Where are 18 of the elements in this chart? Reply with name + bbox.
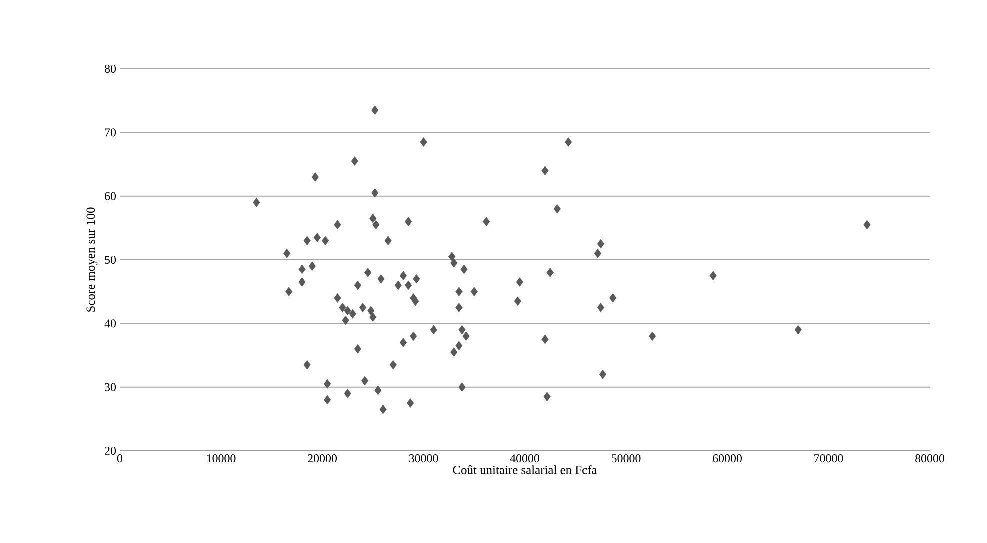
- y-tick-label: 60: [105, 192, 116, 200]
- x-tick-label: 20000: [308, 454, 337, 463]
- y-tick-label: 50: [105, 256, 116, 264]
- x-axis-title: Coût unitaire salarial en Fcfa: [453, 465, 598, 474]
- y-axis-title: Score moyen sur 100: [86, 208, 98, 312]
- x-tick-label: 10000: [207, 454, 236, 463]
- x-tick-label: 70000: [814, 454, 844, 463]
- y-tick-label: 40: [104, 320, 116, 328]
- x-tick-label: 30000: [409, 454, 438, 463]
- y-tick-label: 70: [105, 128, 116, 137]
- x-tick-label: 40000: [510, 454, 540, 463]
- x-tick-label: 80000: [916, 454, 944, 463]
- y-tick-label: 80: [104, 64, 116, 74]
- y-tick-label: 30: [105, 383, 116, 392]
- x-tick-label: 0: [117, 454, 123, 463]
- x-tick-label: 50000: [612, 454, 641, 463]
- x-tick-label: 60000: [713, 454, 742, 463]
- y-tick-label: 20: [105, 446, 116, 456]
